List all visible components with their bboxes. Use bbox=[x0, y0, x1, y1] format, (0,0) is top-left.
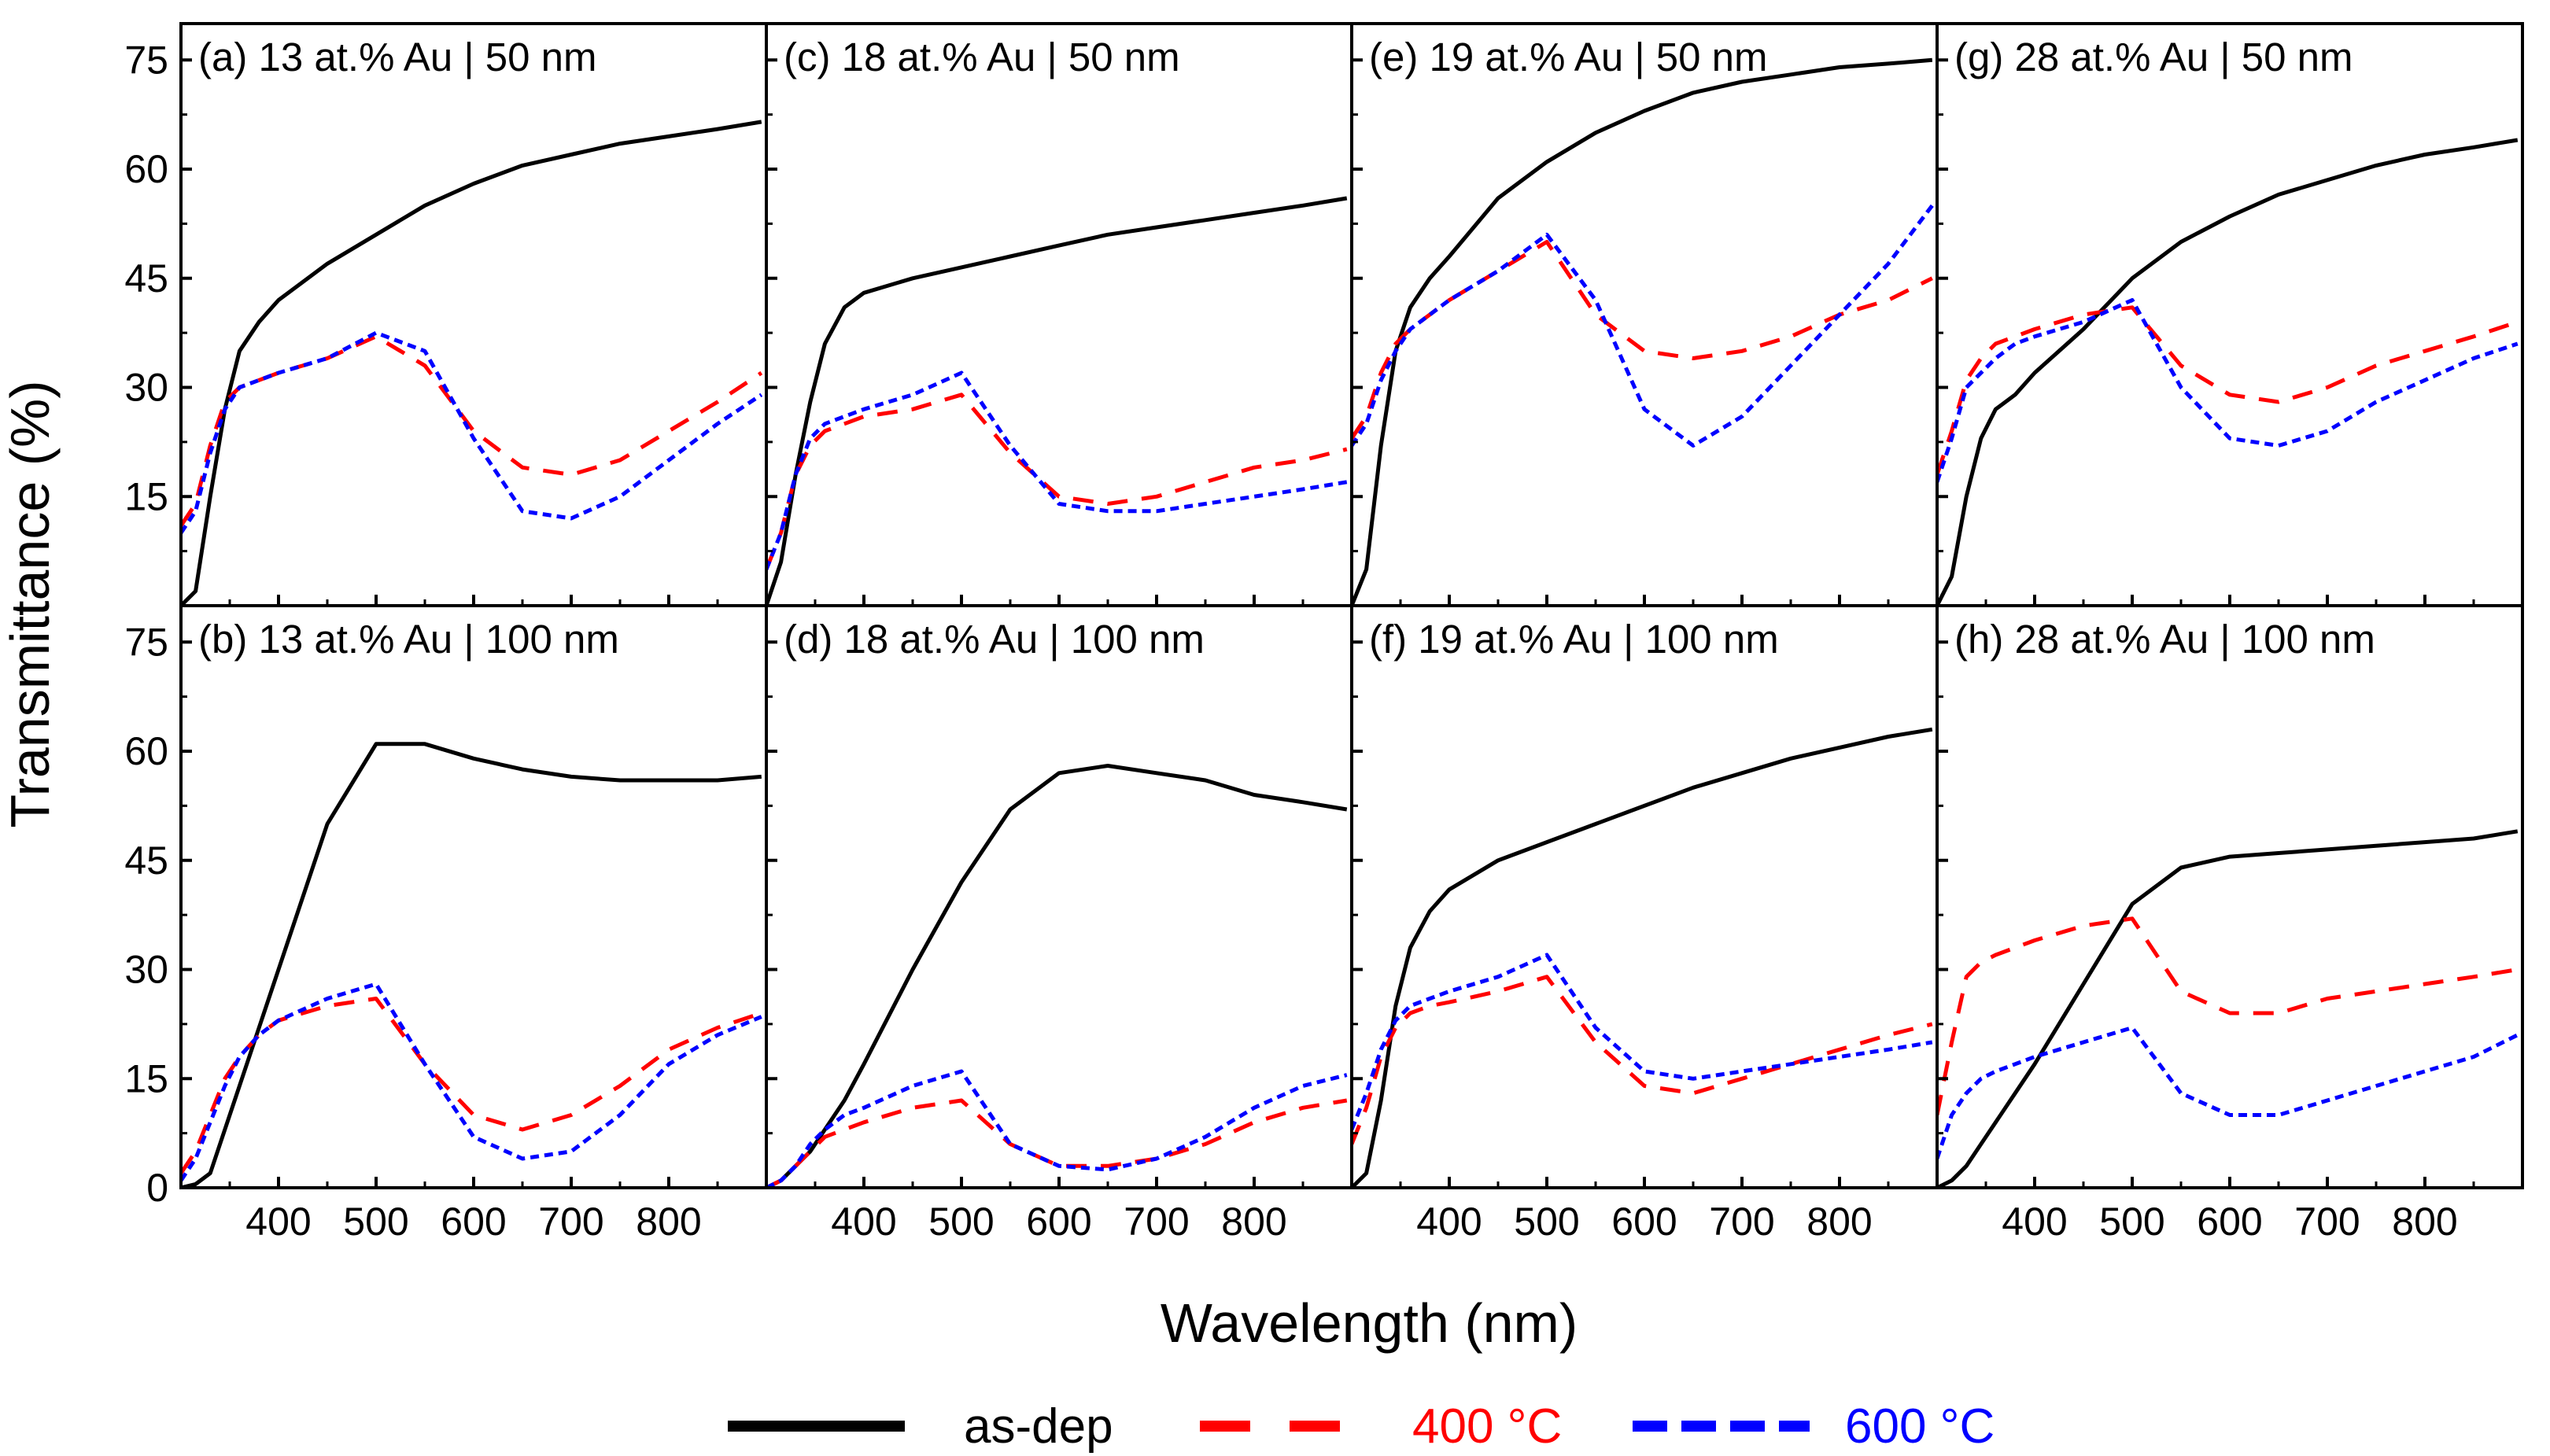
x-tick-label: 500 bbox=[928, 1200, 994, 1244]
x-tick-label: 700 bbox=[1709, 1200, 1774, 1244]
y-axis-title: Transmittance (%) bbox=[0, 380, 61, 828]
panel-d: 400 500 600 700 800 (d) 18 at.% Au | 100 nm bbox=[765, 604, 1353, 1244]
series-b-600c bbox=[181, 982, 762, 1182]
panel-frame-h bbox=[1936, 604, 2524, 1189]
panel-label-h: (h) 28 at.% Au | 100 nm bbox=[1954, 617, 2375, 662]
series-e-600c bbox=[1352, 204, 1934, 448]
panel-b: 0 15 30 45 60 75 400 500 600 700 800 (b) 13 at.% Au… bbox=[124, 604, 768, 1244]
series-g-600c bbox=[1937, 298, 2519, 483]
series-c-400c bbox=[766, 393, 1348, 570]
series-h-600c bbox=[1937, 1026, 2519, 1159]
y-tick-label: 45 bbox=[124, 256, 168, 300]
y-tick-label: 60 bbox=[124, 729, 168, 773]
panel-label-f: (f) 19 at.% Au | 100 nm bbox=[1369, 617, 1779, 662]
legend-label-600c: 600 °C bbox=[1845, 1399, 1995, 1454]
series-c-600c bbox=[766, 370, 1348, 570]
x-tick-label: 600 bbox=[1611, 1200, 1677, 1244]
series-a-400c bbox=[181, 334, 763, 527]
series-h-asdep bbox=[1937, 829, 2519, 1188]
x-tick-label: 500 bbox=[2099, 1200, 2164, 1244]
x-tick-label: 500 bbox=[343, 1200, 408, 1244]
x-tick-label: 800 bbox=[636, 1200, 701, 1244]
panel-label-e: (e) 19 at.% Au | 50 nm bbox=[1369, 35, 1768, 79]
x-tick-label: 400 bbox=[2002, 1200, 2067, 1244]
panel-h: 400 500 600 700 800 (h) 28 at.% Au | 100 nm bbox=[1936, 604, 2524, 1244]
series-f-600c bbox=[1352, 953, 1933, 1130]
x-tick-label: 400 bbox=[831, 1200, 896, 1244]
panel-label-g: (g) 28 at.% Au | 50 nm bbox=[1954, 35, 2353, 79]
panel-c: (c) 18 at.% Au | 50 nm bbox=[765, 22, 1353, 607]
y-tick-label: 30 bbox=[124, 948, 168, 992]
y-tick-label: 75 bbox=[124, 620, 168, 664]
panels-group: 15 30 45 60 75 (a) 13 at.% Au | 50 nm (c) 18 a… bbox=[124, 22, 2524, 1244]
y-tick-label: 45 bbox=[124, 839, 168, 883]
series-f-asdep bbox=[1352, 727, 1933, 1188]
x-tick-label: 600 bbox=[441, 1200, 506, 1244]
series-a-600c bbox=[181, 330, 763, 534]
series-d-600c bbox=[766, 1069, 1348, 1188]
panel-label-a: (a) 13 at.% Au | 50 nm bbox=[198, 35, 597, 79]
y-tick-label: 60 bbox=[124, 147, 168, 191]
x-tick-label: 700 bbox=[538, 1200, 603, 1244]
y-tick-label: 75 bbox=[124, 38, 168, 82]
panel-g: (g) 28 at.% Au | 50 nm bbox=[1936, 22, 2524, 607]
x-tick-label: 800 bbox=[1221, 1200, 1286, 1244]
panel-e: (e) 19 at.% Au | 50 nm bbox=[1350, 22, 1939, 607]
panel-f: 400 500 600 700 800 (f) 19 at.% Au | 100 nm bbox=[1350, 604, 1939, 1244]
panel-label-b: (b) 13 at.% Au | 100 nm bbox=[198, 617, 619, 662]
x-tick-label: 700 bbox=[2294, 1200, 2360, 1244]
panel-frame-g bbox=[1936, 22, 2524, 607]
x-tick-label: 600 bbox=[2197, 1200, 2262, 1244]
y-tick-label: 0 bbox=[146, 1166, 168, 1210]
panel-a: 15 30 45 60 75 (a) 13 at.% Au | 50 nm bbox=[124, 22, 768, 607]
x-tick-label: 500 bbox=[1514, 1200, 1579, 1244]
series-g-asdep bbox=[1937, 138, 2519, 606]
x-tick-label: 800 bbox=[2392, 1200, 2457, 1244]
panel-frame-b bbox=[179, 604, 768, 1189]
x-tick-label: 600 bbox=[1026, 1200, 1091, 1244]
series-a-asdep bbox=[181, 120, 762, 606]
series-e-400c bbox=[1352, 240, 1933, 440]
legend: as-dep 400 °C 600 °C bbox=[728, 1399, 1995, 1454]
panel-frame-a bbox=[179, 22, 768, 607]
panel-frame-d bbox=[765, 604, 1353, 1189]
panel-label-d: (d) 18 at.% Au | 100 nm bbox=[784, 617, 1205, 662]
series-h-400c bbox=[1937, 916, 2519, 1115]
x-tick-label: 400 bbox=[245, 1200, 311, 1244]
series-b-asdep bbox=[181, 742, 762, 1188]
panel-frame-c bbox=[765, 22, 1353, 607]
legend-label-400c: 400 °C bbox=[1412, 1399, 1562, 1454]
legend-label-as-dep: as-dep bbox=[964, 1399, 1113, 1454]
panel-frame-f bbox=[1350, 604, 1939, 1189]
y-tick-label: 15 bbox=[124, 1056, 168, 1100]
series-e-asdep bbox=[1352, 57, 1933, 606]
series-f-400c bbox=[1352, 975, 1933, 1145]
series-b-400c bbox=[181, 997, 762, 1174]
x-tick-label: 700 bbox=[1124, 1200, 1189, 1244]
x-tick-label: 400 bbox=[1416, 1200, 1482, 1244]
y-tick-label: 15 bbox=[124, 474, 168, 518]
y-tick-label: 30 bbox=[124, 366, 168, 410]
x-axis-title: Wavelength (nm) bbox=[1161, 1292, 1578, 1354]
x-tick-label: 800 bbox=[1806, 1200, 1872, 1244]
panel-label-c: (c) 18 at.% Au | 50 nm bbox=[784, 35, 1180, 79]
series-g-400c bbox=[1937, 305, 2519, 476]
series-d-400c bbox=[766, 1098, 1348, 1188]
series-c-asdep bbox=[766, 196, 1348, 606]
